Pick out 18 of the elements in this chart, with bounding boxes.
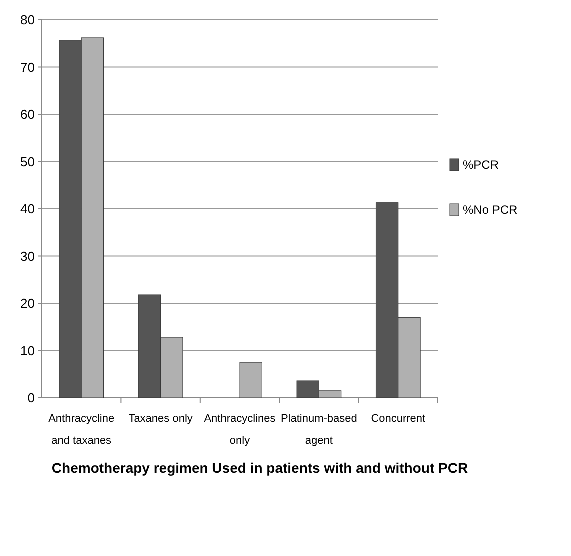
y-tick-label: 40: [20, 202, 35, 217]
bar: [240, 362, 262, 398]
y-tick-label: 30: [20, 248, 35, 264]
legend-label: %No PCR: [463, 203, 518, 218]
y-tick-label: 70: [20, 60, 35, 75]
x-tick-label: Platinum-based agent: [280, 413, 358, 447]
x-tick-label: Concurrent: [371, 413, 426, 425]
y-tick-label: 10: [20, 343, 35, 358]
x-axis-title: Chemotherapy regimen Used in patients with and without PCR: [52, 460, 468, 476]
y-tick-label: 20: [20, 296, 35, 312]
y-tick-label: 50: [20, 154, 35, 170]
y-tick-label: 60: [20, 107, 35, 122]
x-tick-label: Anthracycline and taxanes: [48, 413, 115, 447]
x-tick-label: Anthracyclines only: [204, 413, 276, 447]
y-tick-label: 80: [20, 12, 35, 28]
legend-label: %PCR: [463, 158, 500, 172]
x-tick-label: Taxanes only: [128, 413, 194, 425]
y-tick-label: 0: [28, 390, 35, 406]
